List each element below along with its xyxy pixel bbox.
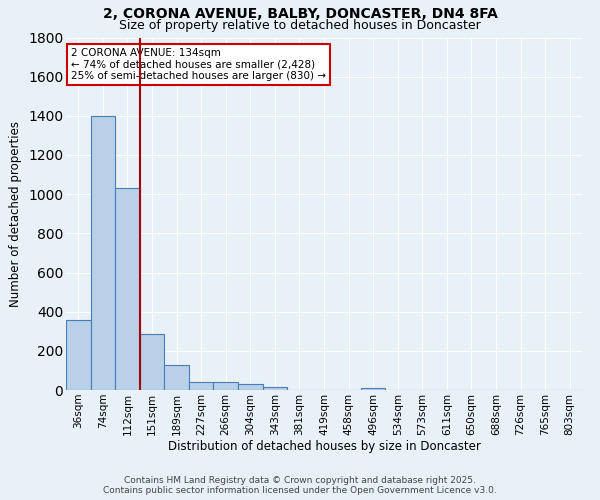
Bar xyxy=(361,388,385,390)
Text: Size of property relative to detached houses in Doncaster: Size of property relative to detached ho… xyxy=(119,18,481,32)
Bar xyxy=(214,382,238,390)
Text: 2, CORONA AVENUE, BALBY, DONCASTER, DN4 8FA: 2, CORONA AVENUE, BALBY, DONCASTER, DN4 … xyxy=(103,8,497,22)
Bar xyxy=(66,320,91,390)
Text: 2 CORONA AVENUE: 134sqm
← 74% of detached houses are smaller (2,428)
25% of semi: 2 CORONA AVENUE: 134sqm ← 74% of detache… xyxy=(71,48,326,82)
Bar xyxy=(189,382,214,390)
Bar xyxy=(164,364,189,390)
Y-axis label: Number of detached properties: Number of detached properties xyxy=(10,120,22,306)
Bar xyxy=(115,188,140,390)
Bar xyxy=(91,116,115,390)
X-axis label: Distribution of detached houses by size in Doncaster: Distribution of detached houses by size … xyxy=(167,440,481,454)
Bar xyxy=(140,334,164,390)
Text: Contains HM Land Registry data © Crown copyright and database right 2025.
Contai: Contains HM Land Registry data © Crown c… xyxy=(103,476,497,495)
Bar xyxy=(263,387,287,390)
Bar xyxy=(238,384,263,390)
